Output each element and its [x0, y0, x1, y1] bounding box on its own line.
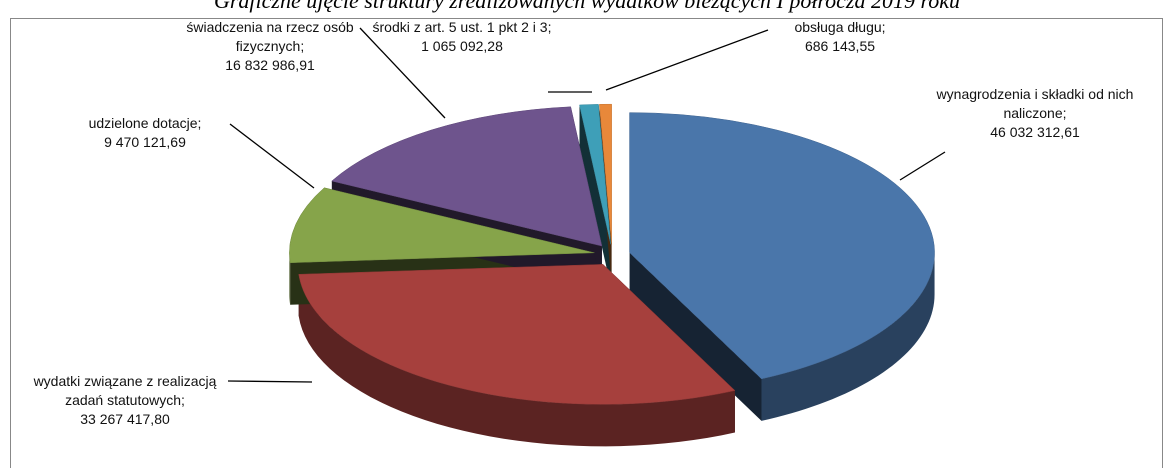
label-text: obsługa długu;: [794, 19, 886, 35]
slice: [579, 104, 611, 245]
tops: [289, 103, 935, 405]
slice: [331, 106, 603, 247]
data-label: wydatki związane z realizacją zadań stat…: [15, 372, 235, 429]
data-label: obsługa długu; 686 143,55: [755, 18, 925, 56]
label-text: udzielone dotacje;: [88, 115, 202, 131]
leaders: [227, 27, 946, 383]
label-text: 16 832 986,91: [225, 57, 315, 73]
pie: [289, 103, 935, 447]
leader-line: [899, 151, 946, 181]
label-text: 33 267 417,80: [80, 411, 170, 427]
label-text: środki z art. 5 ust. 1 pkt 2 i 3;: [372, 19, 552, 35]
label-text: wydatki związane z realizacją zadań stat…: [33, 373, 217, 408]
leader-line: [359, 27, 446, 119]
slice-side: [629, 252, 762, 421]
data-label: świadczenia na rzecz osób fizycznych; 16 …: [175, 18, 365, 75]
leader-line: [229, 123, 315, 189]
leader-line: [227, 380, 313, 383]
slice-side: [579, 104, 611, 287]
slice-wall: [761, 252, 935, 421]
slice: [289, 187, 595, 264]
label-text: 46 032 312,61: [990, 124, 1080, 140]
slice-wall: [298, 274, 735, 447]
label-text: 686 143,55: [804, 38, 876, 54]
label-text: świadczenia na rzecz osób fizycznych;: [186, 19, 354, 54]
label-text: 9 470 121,69: [104, 134, 186, 150]
leader-line: [605, 29, 769, 91]
data-label: udzielone dotacje; 9 470 121,69: [55, 114, 235, 152]
label-text: 1 065 092,28: [421, 38, 503, 54]
slice-wall: [289, 252, 291, 305]
slice: [298, 264, 736, 405]
data-label: wynagrodzenia i składki od nich naliczon…: [905, 85, 1165, 142]
slice: [629, 112, 935, 380]
data-label: środki z art. 5 ust. 1 pkt 2 i 3; 1 065 0…: [368, 18, 556, 56]
label-text: wynagrodzenia i składki od nich naliczon…: [936, 86, 1134, 121]
chart-title: Graficzne ujęcie struktury zrealizowanyc…: [213, 0, 961, 13]
slice: [599, 103, 612, 245]
frame: [10, 18, 1163, 468]
